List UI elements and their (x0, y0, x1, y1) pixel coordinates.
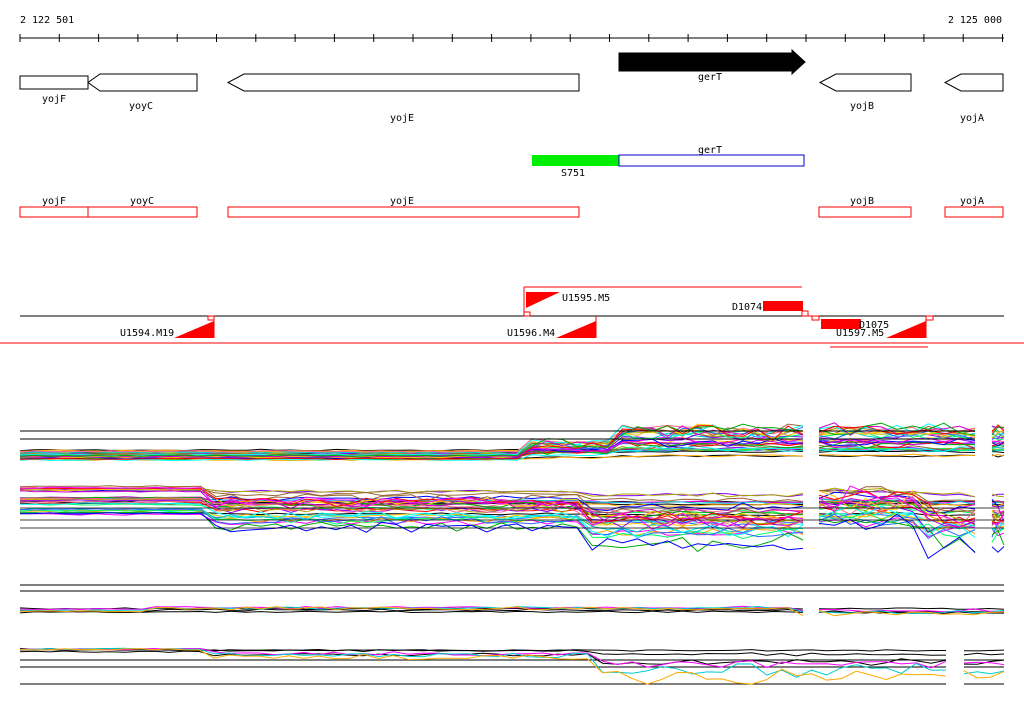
segment-U1597-marker[interactable] (886, 321, 926, 338)
segment-D1074-bar[interactable] (763, 301, 803, 311)
annotation-track: yojF yoyC yojE yojB yojA (19, 196, 1004, 218)
gene-yojF-label: yojF (42, 94, 66, 105)
annotation-yoyC-box[interactable] (87, 206, 198, 218)
segment-U1596-marker[interactable] (556, 321, 596, 338)
gene-gerT-label: gerT (698, 72, 722, 83)
segment-D1075-label: D1075 (859, 320, 889, 331)
annotation-yojA-box[interactable] (944, 206, 1004, 218)
gene-yojB-arrow[interactable] (818, 73, 912, 92)
transcript-gerT-label: gerT (698, 145, 722, 156)
gene-yojA-label: yojA (960, 113, 984, 124)
ruler-end-label: 2 125 000 (948, 15, 1002, 26)
segment-U1595-label: U1595.M5 (562, 293, 610, 304)
gene-yoyC-label: yoyC (129, 101, 153, 112)
transcript-S751-label: S751 (561, 168, 585, 179)
gene-yojB-label: yojB (850, 101, 874, 112)
gene-yojF-arrow[interactable] (19, 75, 89, 90)
gene-yojE-label: yojE (390, 113, 414, 124)
transcript-S751-bar[interactable] (532, 155, 619, 166)
segment-track: U1595.M5 D1074 D1075 U1594.M19 U1596.M4 … (0, 286, 1024, 348)
annotation-yojF-box[interactable] (19, 206, 89, 218)
segment-U1596-label: U1596.M4 (507, 328, 555, 339)
segment-U1594-marker[interactable] (174, 321, 214, 338)
expression-profiles-middle (19, 485, 1005, 560)
gene-gerT-arrow[interactable] (618, 48, 806, 76)
ruler-ticks (19, 34, 1003, 42)
gene-track: yojF yoyC yojE gerT yojB yojA (19, 48, 1004, 124)
annotation-yojA-label: yojA (960, 196, 984, 207)
segment-U1597-label: U1597.M5 (836, 328, 884, 339)
segment-U1594-label: U1594.M19 (120, 328, 174, 339)
segment-D1074-label: D1074 (732, 302, 762, 313)
transcript-track: S751 gerT (532, 145, 805, 179)
segment-U1595-marker[interactable] (526, 292, 560, 308)
annotation-yoyC-label: yoyC (130, 196, 154, 207)
annotation-yojF-label: yojF (42, 196, 66, 207)
expression-profiles-lower (19, 584, 1005, 685)
gene-yojE-arrow[interactable] (226, 73, 580, 92)
annotation-yojE-label: yojE (390, 196, 414, 207)
transcript-gerT-bar[interactable] (618, 154, 805, 167)
ruler-start-label: 2 122 501 (20, 15, 74, 26)
annotation-yojE-box[interactable] (227, 206, 580, 218)
gene-yoyC-arrow[interactable] (87, 73, 198, 92)
gene-yojA-arrow[interactable] (943, 73, 1004, 92)
expression-profiles-upper (19, 422, 1005, 462)
ruler: 2 122 501 2 125 000 (19, 15, 1004, 42)
segment-D1075-bar[interactable] (821, 319, 861, 329)
annotation-yojB-box[interactable] (818, 206, 912, 218)
annotation-yojB-label: yojB (850, 196, 874, 207)
